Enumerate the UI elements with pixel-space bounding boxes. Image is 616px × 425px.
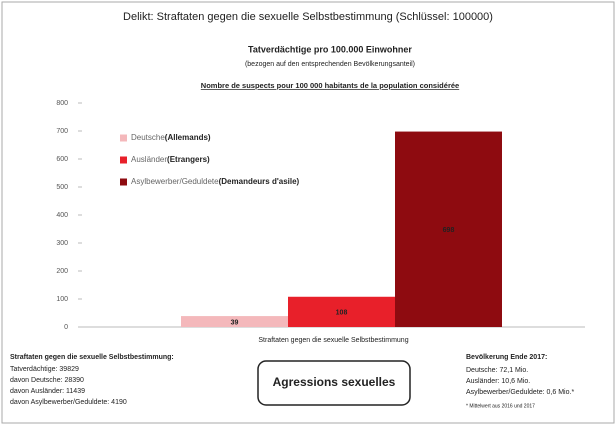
legend-swatch (120, 156, 127, 164)
left-box-line: davon Ausländer: 11439 (10, 388, 85, 395)
y-tick-label: 100 (56, 296, 68, 303)
x-tick-label: Straftaten gegen die sexuelle Selbstbest… (258, 337, 408, 344)
left-box-line: davon Asylbewerber/Geduldete: 4190 (10, 399, 127, 406)
right-box-footnote: * Mittelwert aus 2016 und 2017 (466, 403, 535, 409)
left-box-title: Straftaten gegen die sexuelle Selbstbest… (10, 354, 174, 361)
bar (181, 316, 288, 327)
right-box-line: Deutsche: 72,1 Mio. (466, 367, 528, 374)
chart-subtitle: (bezogen auf den entsprechenden Bevölker… (245, 61, 415, 68)
header: Delikt: Straftaten gegen die sexuelle Se… (123, 11, 493, 23)
legend-name: Deutsche (131, 133, 165, 142)
y-tick-label: 300 (56, 240, 68, 247)
left-box-line: davon Deutsche: 28390 (10, 377, 84, 384)
value-label: 39 (231, 319, 239, 326)
y-tick-label: 700 (56, 128, 68, 135)
legend-note: (Allemands) (165, 133, 211, 142)
legend-note: (Etrangers) (167, 155, 210, 164)
right-box-line: Asylbewerber/Geduldete: 0,6 Mio.* (466, 389, 574, 396)
y-tick-label: 800 (56, 100, 68, 107)
bar (288, 296, 395, 327)
y-tick-label: 600 (56, 156, 68, 163)
value-label: 698 (443, 227, 455, 234)
legend-swatch (120, 178, 127, 186)
chart-subtitle-fr: Nombre de suspects pour 100 000 habitant… (201, 81, 459, 90)
chart-title: Tatverdächtige pro 100.000 Einwohner (248, 44, 412, 54)
y-tick-label: 0 (64, 324, 68, 331)
legend-note: (Demandeurs d'asile) (219, 177, 300, 186)
y-tick-label: 400 (56, 212, 68, 219)
y-tick-label: 500 (56, 184, 68, 191)
legend-text: Deutsche(Allemands) (131, 133, 211, 142)
legend-name: Asylbewerber/Geduldete (131, 177, 219, 186)
center-box-text: Agressions sexuelles (273, 375, 396, 389)
bar (395, 131, 502, 327)
legend-name: Ausländer (131, 155, 167, 164)
right-box-title: Bevölkerung Ende 2017: (466, 354, 547, 361)
legend-swatch (120, 134, 127, 142)
legend-text: Ausländer(Etrangers) (131, 155, 210, 164)
right-box-line: Ausländer: 10,6 Mio. (466, 378, 530, 385)
center-box (257, 360, 411, 406)
left-box-line: Tatverdächtige: 39829 (10, 366, 79, 373)
y-tick-label: 200 (56, 268, 68, 275)
value-label: 108 (336, 310, 348, 317)
legend-text: Asylbewerber/Geduldete(Demandeurs d'asil… (131, 177, 300, 186)
